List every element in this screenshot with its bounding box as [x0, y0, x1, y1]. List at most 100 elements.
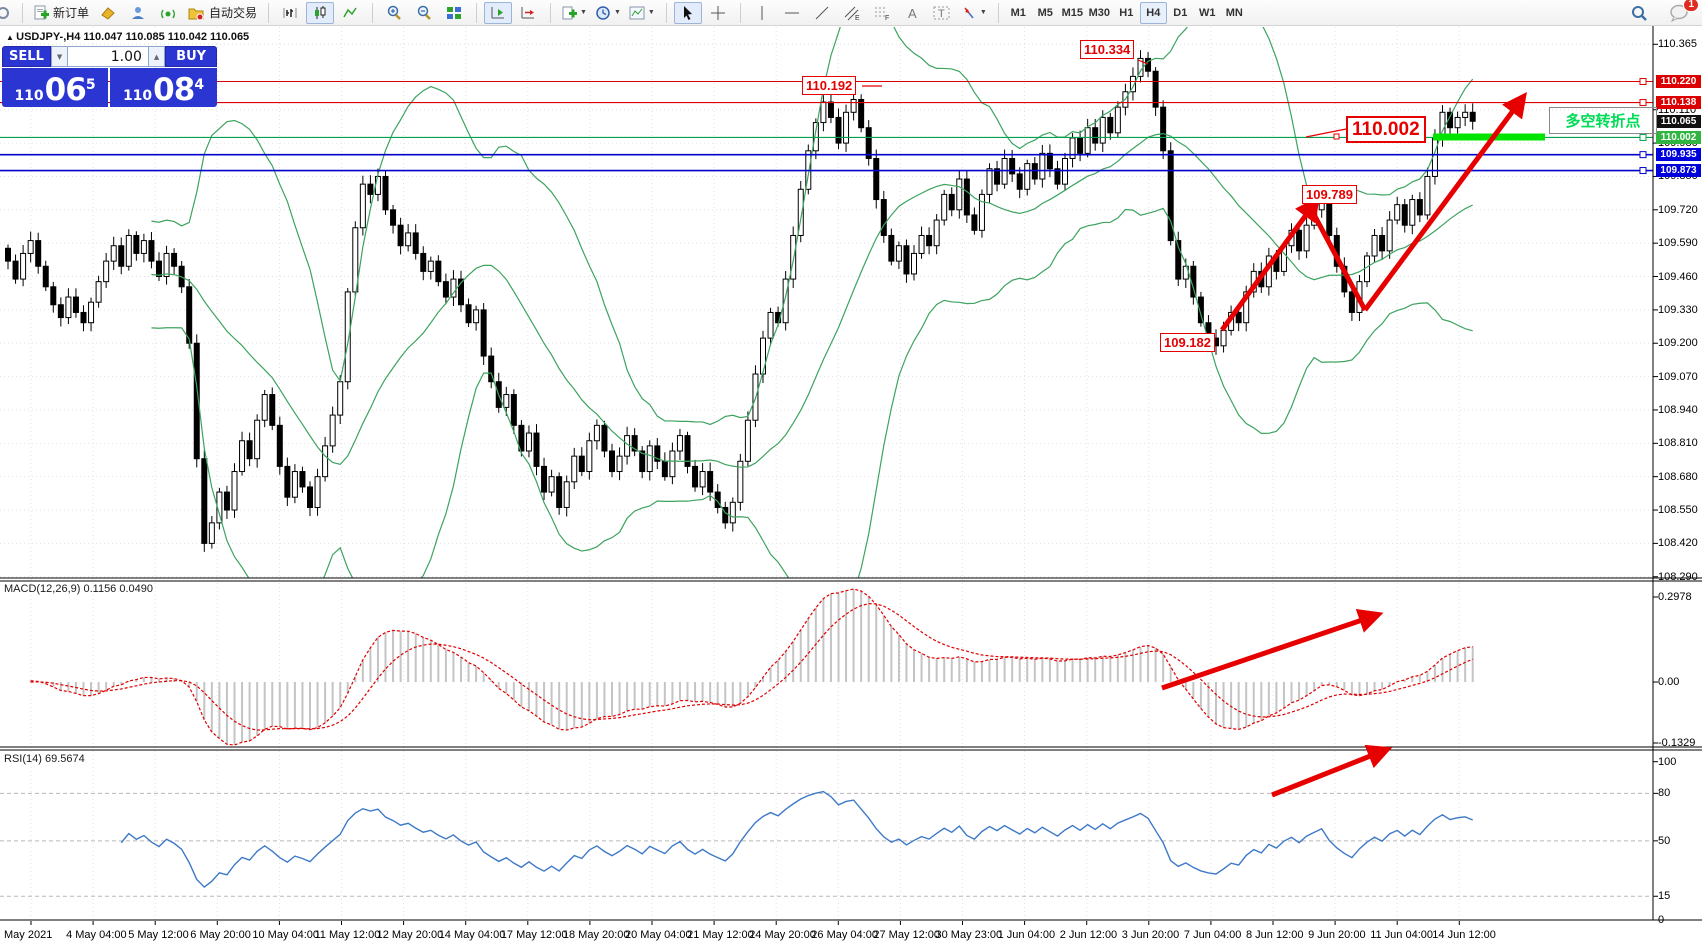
timeframe-h1-button[interactable]: H1	[1119, 6, 1134, 19]
new-order-button[interactable]: 新订单	[30, 2, 92, 24]
autotrading-button[interactable]: 自动交易	[184, 2, 260, 24]
dropdown-arrow-icon: ▼	[580, 9, 587, 16]
timeframe-m1-button[interactable]: M1	[1010, 6, 1026, 19]
annotation-price-110334[interactable]: 110.334	[1080, 40, 1135, 59]
auto-scroll-button[interactable]	[484, 1, 513, 24]
price-chart-canvas[interactable]	[0, 26, 1702, 946]
macd-label: MACD(12,26,9) 0.1156 0.0490	[4, 583, 153, 595]
buy-price-display[interactable]: 110 08 4	[110, 68, 217, 107]
sell-button[interactable]: SELL	[2, 46, 51, 67]
rsi-axis-tick: 80	[1658, 787, 1671, 800]
rsi-axis-tick: 15	[1658, 890, 1671, 903]
line-chart-mode-button[interactable]	[336, 2, 364, 24]
timeframe-d1-button[interactable]: D1	[1173, 6, 1188, 19]
time-axis-label: 30 May 23:00	[935, 929, 1003, 941]
rsi-axis-tick: 100	[1658, 755, 1677, 768]
timeframe-m15-button[interactable]: M15	[1061, 6, 1083, 19]
volume-increase-button[interactable]: ▲	[147, 46, 166, 67]
price-axis-tick: 109.460	[1658, 270, 1698, 283]
toolbar-separator	[261, 2, 270, 23]
fibonacci-tool-button[interactable]: F	[868, 2, 896, 24]
timeframe-m30-button[interactable]: M30	[1088, 6, 1110, 19]
buy-price-base: 110	[122, 88, 153, 104]
time-axis-label: 2 Jun 12:00	[1059, 929, 1118, 941]
price-level-badge-109873[interactable]: 109.873	[1656, 164, 1701, 178]
dropdown-arrow-icon: ▼	[613, 9, 621, 16]
toolbar-separator	[469, 2, 478, 23]
price-level-badge-110138[interactable]: 110.138	[1656, 96, 1701, 110]
time-axis-label: 3 Jun 20:00	[1121, 929, 1180, 941]
timeframe-mn-button[interactable]: MN	[1225, 6, 1243, 19]
time-axis-label: 18 May 20:00	[562, 929, 630, 941]
timeframe-w1-button[interactable]: W1	[1199, 6, 1216, 19]
time-axis-label: 7 Jun 04:00	[1183, 929, 1242, 941]
time-axis-label: 17 May 12:00	[500, 929, 568, 941]
price-level-badge-110220[interactable]: 110.220	[1656, 75, 1701, 88]
macd-axis-tick: -0.1329	[1658, 737, 1696, 749]
annotation-price-110002[interactable]: 110.002	[1346, 116, 1426, 143]
zoom-in-button[interactable]	[380, 2, 408, 24]
price-level-badge-110002[interactable]: 110.002	[1656, 130, 1701, 144]
equidistant-channel-tool-button[interactable]: E	[838, 2, 866, 24]
bar-chart-mode-button[interactable]	[276, 2, 304, 24]
dropdown-arrow-icon: ▼	[647, 9, 655, 16]
zoom-out-button[interactable]	[410, 2, 438, 24]
timeframe-h4-button[interactable]: H4	[1139, 1, 1167, 24]
buy-price-sup: 4	[194, 77, 205, 93]
market-watch-icon[interactable]	[0, 2, 14, 24]
arrows-tool-button[interactable]: ▼	[958, 2, 990, 24]
chart-shift-button[interactable]	[514, 2, 542, 24]
trendline-tool-button[interactable]	[808, 2, 836, 24]
search-icon[interactable]	[1625, 2, 1653, 24]
autotrading-label: 自动交易	[209, 6, 258, 20]
toolbar-right-group: 1	[1624, 0, 1699, 24]
candlestick-mode-button[interactable]	[306, 1, 335, 24]
text-tool-button[interactable]: A	[898, 2, 926, 24]
horizontal-line-tool-button[interactable]	[778, 2, 806, 24]
symbol-ohlc-line: ▲ USDJPY-,H4 110.047 110.085 110.042 110…	[6, 31, 250, 43]
new-order-label: 新订单	[53, 6, 90, 20]
text-label-tool-button[interactable]: T	[928, 2, 956, 24]
annotation-price-109789[interactable]: 109.789	[1302, 185, 1357, 204]
price-axis-tick: 109.590	[1658, 237, 1698, 250]
vertical-line-tool-button[interactable]	[748, 2, 776, 24]
timeframe-group: M1 M5 M15 M30 H1 H4 D1 W1 MN	[1005, 1, 1248, 24]
profile-icon-button[interactable]	[124, 2, 152, 24]
toolbar-separator	[733, 2, 741, 23]
add-indicator-button[interactable]: ▼	[558, 2, 590, 24]
price-level-badge-109935[interactable]: 109.935	[1656, 148, 1701, 162]
price-level-badge-110065[interactable]: 110.065	[1656, 114, 1701, 128]
time-axis-label: 1 Jun 04:00	[997, 929, 1056, 941]
timeframe-m5-button[interactable]: M5	[1037, 6, 1053, 19]
notifications-button[interactable]: 1	[1665, 0, 1699, 24]
crosshair-tool-button[interactable]	[704, 2, 732, 24]
svg-text:E: E	[855, 15, 860, 21]
eraser-icon-button[interactable]	[94, 2, 122, 24]
toolbar-separator	[15, 2, 23, 23]
annotation-price-109182[interactable]: 109.182	[1160, 333, 1215, 352]
tile-windows-button[interactable]	[440, 2, 468, 24]
time-axis-label: 6 May 20:00	[190, 929, 251, 941]
templates-button[interactable]: ▼	[626, 2, 658, 24]
time-axis-label: 24 May 20:00	[749, 929, 816, 941]
volume-decrease-button[interactable]: ▼	[50, 46, 69, 67]
collapse-triangle-icon[interactable]: ▲	[6, 33, 17, 42]
annotation-price-110192[interactable]: 110.192	[802, 76, 857, 95]
svg-text:T: T	[938, 8, 945, 20]
time-axis-label: 14 Jun 12:00	[1432, 929, 1496, 941]
annotation-cn-turning-point[interactable]: 多空转折点	[1549, 107, 1657, 134]
sell-price-display[interactable]: 110 06 5	[2, 68, 108, 107]
time-axis-label: 20 May 04:00	[625, 929, 692, 941]
periods-button[interactable]: ▼	[592, 2, 624, 24]
volume-input[interactable]: 1.00	[68, 46, 148, 67]
cursor-tool-button[interactable]	[673, 1, 702, 24]
buy-button[interactable]: BUY	[165, 46, 217, 67]
macd-axis-tick: 0.00	[1658, 676, 1680, 689]
sell-price-sup: 5	[85, 77, 96, 93]
sell-price-big: 06	[44, 72, 87, 108]
signal-icon-button[interactable]	[154, 2, 182, 24]
chart-area[interactable]: ▲ USDJPY-,H4 110.047 110.085 110.042 110…	[0, 26, 1702, 946]
rsi-axis-tick: 0	[1658, 914, 1665, 926]
time-axis-label: 10 May 04:00	[252, 929, 320, 941]
